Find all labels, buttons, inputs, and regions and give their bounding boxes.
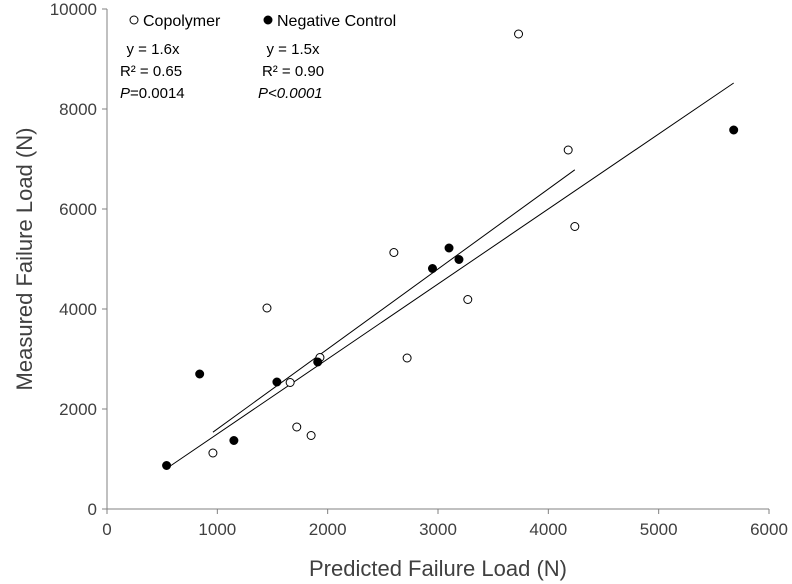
data-point-copolymer [463,295,473,304]
x-tick-label: 6000 [750,520,788,539]
x-tick-label: 3000 [419,520,457,539]
data-point-negative-control [272,377,282,387]
tick-marks [102,8,770,514]
p-symbol-negative-control: P [258,85,268,102]
equation-negative-control: y = 1.5x [267,41,320,58]
data-point-copolymer [292,422,302,432]
y-tick-label: 6000 [59,200,97,219]
equation-copolymer: y = 1.6x [127,41,180,58]
y-tick-label: 10000 [50,0,97,19]
legend-label-copolymer: Copolymer [143,13,221,30]
data-point-copolymer [285,378,295,387]
x-tick-label: 0 [102,520,111,539]
data-point-copolymer [563,145,573,155]
x-tick-labels: 0 1000 2000 3000 4000 5000 6000 [102,520,788,539]
trendlines [166,82,734,469]
data-point-negative-control [162,461,172,470]
data-points [162,29,739,470]
data-point-negative-control [454,255,464,264]
fit-statistics: y = 1.6x R² = 0.65 P=0.0014 y = 1.5x R² … [120,41,324,102]
y-tick-label: 8000 [59,100,97,119]
axes [106,9,769,510]
data-point-copolymer [570,222,580,231]
data-point-copolymer [389,248,399,257]
y-tick-label: 0 [88,500,97,519]
y-axis-title: Measured Failure Load (N) [12,128,37,391]
trendline-negative-control [166,82,734,469]
r-squared-copolymer: R² = 0.65 [120,63,182,80]
data-point-copolymer [514,29,524,39]
legend-marker-negative-control [263,15,273,25]
data-point-negative-control [444,243,454,253]
data-point-copolymer [262,303,272,313]
p-value-copolymer: P=0.0014 [120,85,185,102]
p-value-negative-control: P<0.0001 [258,85,323,102]
data-point-negative-control [229,436,239,445]
p-number-copolymer: =0.0014 [130,85,185,102]
x-tick-label: 4000 [529,520,567,539]
x-tick-label: 5000 [640,520,678,539]
p-number-negative-control: <0.0001 [268,85,323,102]
legend-marker-copolymer [129,15,139,25]
p-symbol-copolymer: P [120,85,130,102]
data-point-negative-control [195,369,205,379]
x-tick-label: 1000 [198,520,236,539]
r-squared-negative-control: R² = 0.90 [262,63,324,80]
x-tick-label: 2000 [309,520,347,539]
x-axis-title: Predicted Failure Load (N) [309,556,567,581]
y-tick-label: 4000 [59,300,97,319]
y-tick-label: 2000 [59,400,97,419]
trendline-copolymer [212,169,576,433]
data-point-copolymer [402,353,412,363]
data-point-negative-control [313,357,323,367]
legend: Copolymer Negative Control [129,13,396,30]
y-tick-labels: 0 2000 4000 6000 8000 10000 [50,0,97,519]
data-point-copolymer [306,431,316,440]
data-point-negative-control [729,125,739,135]
legend-label-negative-control: Negative Control [277,13,396,30]
data-point-negative-control [427,264,437,273]
data-point-copolymer [208,448,218,458]
